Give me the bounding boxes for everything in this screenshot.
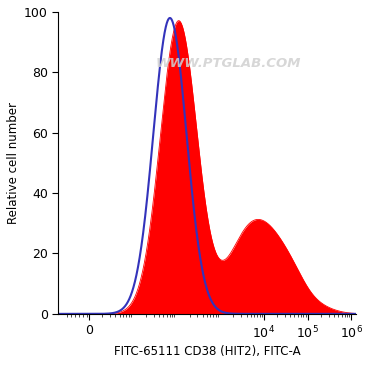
X-axis label: FITC-65111 CD38 (HIT2), FITC-A: FITC-65111 CD38 (HIT2), FITC-A	[114, 345, 300, 358]
Text: WWW.PTGLAB.COM: WWW.PTGLAB.COM	[155, 57, 300, 70]
Y-axis label: Relative cell number: Relative cell number	[7, 102, 20, 224]
